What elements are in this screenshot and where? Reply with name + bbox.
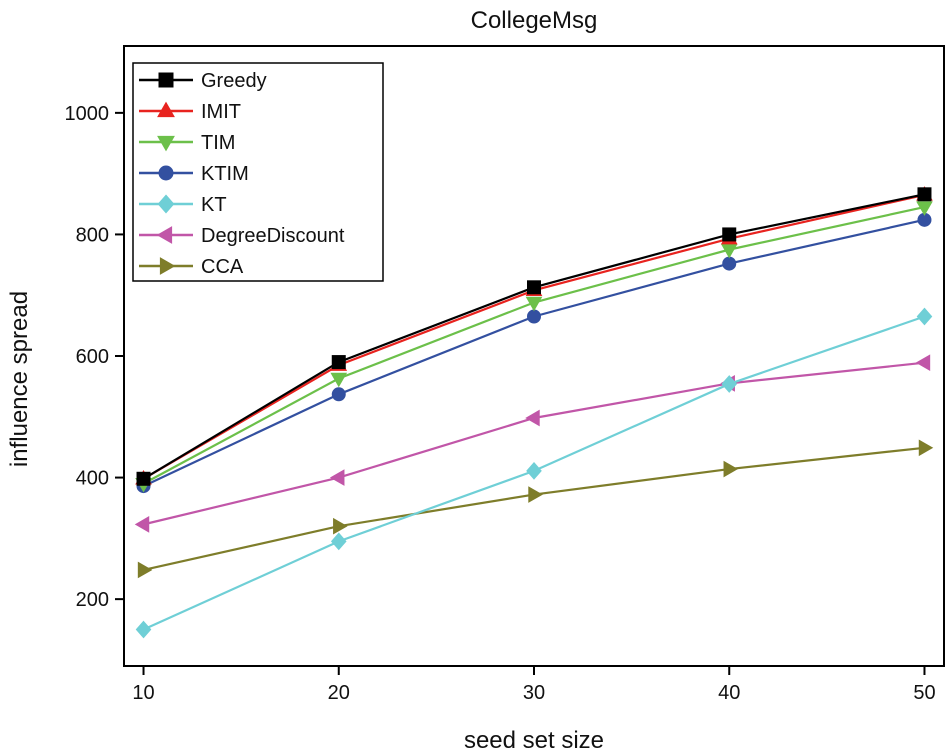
data-point [916,307,933,326]
series-kt [135,307,933,639]
data-point [330,372,348,388]
data-point [136,471,151,486]
series-tim [135,201,933,493]
y-tick-label: 800 [76,224,109,246]
legend-item: IMIT [139,101,241,123]
x-tick-label: 20 [328,682,350,704]
legend-item: Greedy [139,70,267,92]
data-point [329,469,345,486]
data-point [915,354,931,372]
y-axis-title: influence spread [6,291,33,467]
data-point [137,561,153,579]
series-cca [137,439,934,579]
legend-item: CCA [139,256,244,278]
x-axis: 10 20 30 40 50 [132,666,936,704]
data-point [528,486,543,503]
data-point [525,409,540,427]
data-point [330,532,347,551]
legend-marker [159,257,176,275]
y-axis: 200 400 600 800 1000 [65,103,124,611]
data-point [525,296,543,312]
y-tick-label: 200 [76,589,109,611]
legend-marker [157,101,175,118]
data-point [722,256,737,271]
data-point [721,375,738,393]
chart-title: CollegeMsg [471,7,598,34]
data-point [333,517,348,535]
legend-item: KTIM [139,163,249,185]
x-tick-label: 50 [913,682,935,704]
x-tick-label: 40 [718,682,740,704]
y-tick-label: 400 [76,468,109,490]
y-tick-label: 1000 [65,103,110,125]
data-point [135,620,152,639]
legend: Greedy IMIT TIM KTIM KT DegreeDiscount CCA [132,62,384,282]
legend-label: Greedy [201,70,267,92]
legend-item: KT [139,194,227,216]
data-point [918,439,934,457]
data-point [134,516,150,533]
data-point [720,243,738,259]
data-point [916,201,933,216]
legend-marker [157,135,175,152]
data-point [917,187,932,202]
data-point [331,387,346,402]
plot-area [134,186,934,639]
series-greedy [136,187,932,486]
data-point [527,280,541,295]
legend-marker [156,226,173,244]
legend-marker [158,72,174,88]
legend-item: TIM [139,132,235,154]
data-point [526,462,542,480]
legend-marker [157,194,175,214]
data-point [527,309,541,324]
data-point [331,355,346,370]
data-point [723,460,739,478]
legend-label: DegreeDiscount [201,225,345,247]
legend-item: DegreeDiscount [139,225,345,247]
legend-label: KT [201,194,227,216]
x-tick-label: 30 [523,682,545,704]
x-axis-title: seed set size [464,727,604,754]
x-tick-label: 10 [132,682,154,704]
legend-label: TIM [201,132,235,154]
y-tick-label: 600 [76,346,109,368]
legend-marker [158,165,174,181]
legend-label: CCA [201,256,244,278]
data-point [722,227,737,242]
legend-label: KTIM [201,163,249,185]
legend-label: IMIT [201,101,241,123]
